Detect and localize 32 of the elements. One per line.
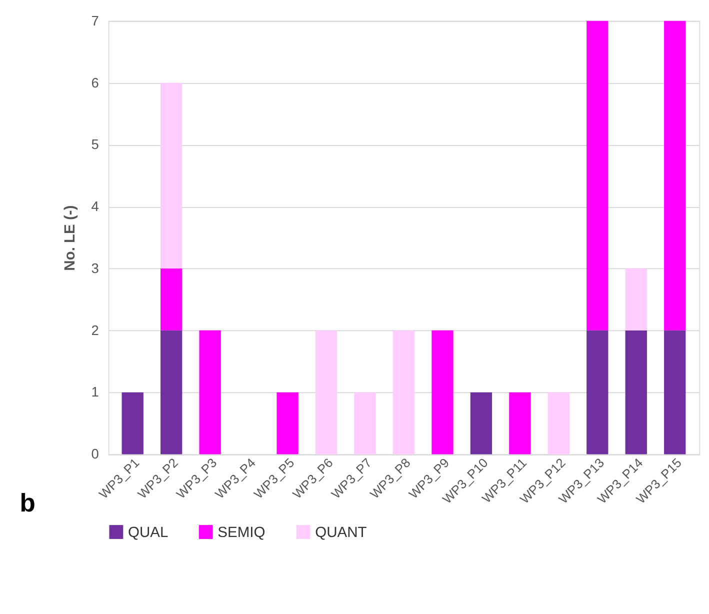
text: b xyxy=(20,489,36,518)
legend-label: SEMIQ xyxy=(218,524,266,541)
y-tick-label: 7 xyxy=(91,13,99,28)
y-tick-label: 2 xyxy=(91,322,99,338)
bar xyxy=(625,268,647,330)
bar xyxy=(315,330,338,454)
bar xyxy=(470,392,492,454)
bar xyxy=(160,330,182,454)
bar xyxy=(586,330,608,454)
bar xyxy=(625,330,647,454)
y-tick-label: 1 xyxy=(91,384,99,400)
y-axis-title: No. LE (-) xyxy=(62,205,79,271)
bar xyxy=(432,330,454,454)
bar xyxy=(160,82,182,269)
bar xyxy=(122,392,144,454)
bar xyxy=(354,392,376,454)
y-tick-label: 4 xyxy=(91,199,100,214)
bar xyxy=(548,392,570,454)
bar xyxy=(276,392,298,454)
bar xyxy=(664,330,686,454)
legend-label: QUANT xyxy=(315,524,367,541)
bar xyxy=(664,20,686,330)
y-tick-label: 3 xyxy=(91,260,100,276)
y-tick-label: 0 xyxy=(91,446,100,462)
y-tick-label: 5 xyxy=(91,137,100,152)
bar xyxy=(392,330,415,454)
y-tick-label: 6 xyxy=(91,75,100,90)
bar xyxy=(160,268,182,330)
legend-label: QUAL xyxy=(128,524,168,541)
bar xyxy=(586,20,608,330)
bar xyxy=(199,330,221,454)
bar xyxy=(509,392,531,454)
